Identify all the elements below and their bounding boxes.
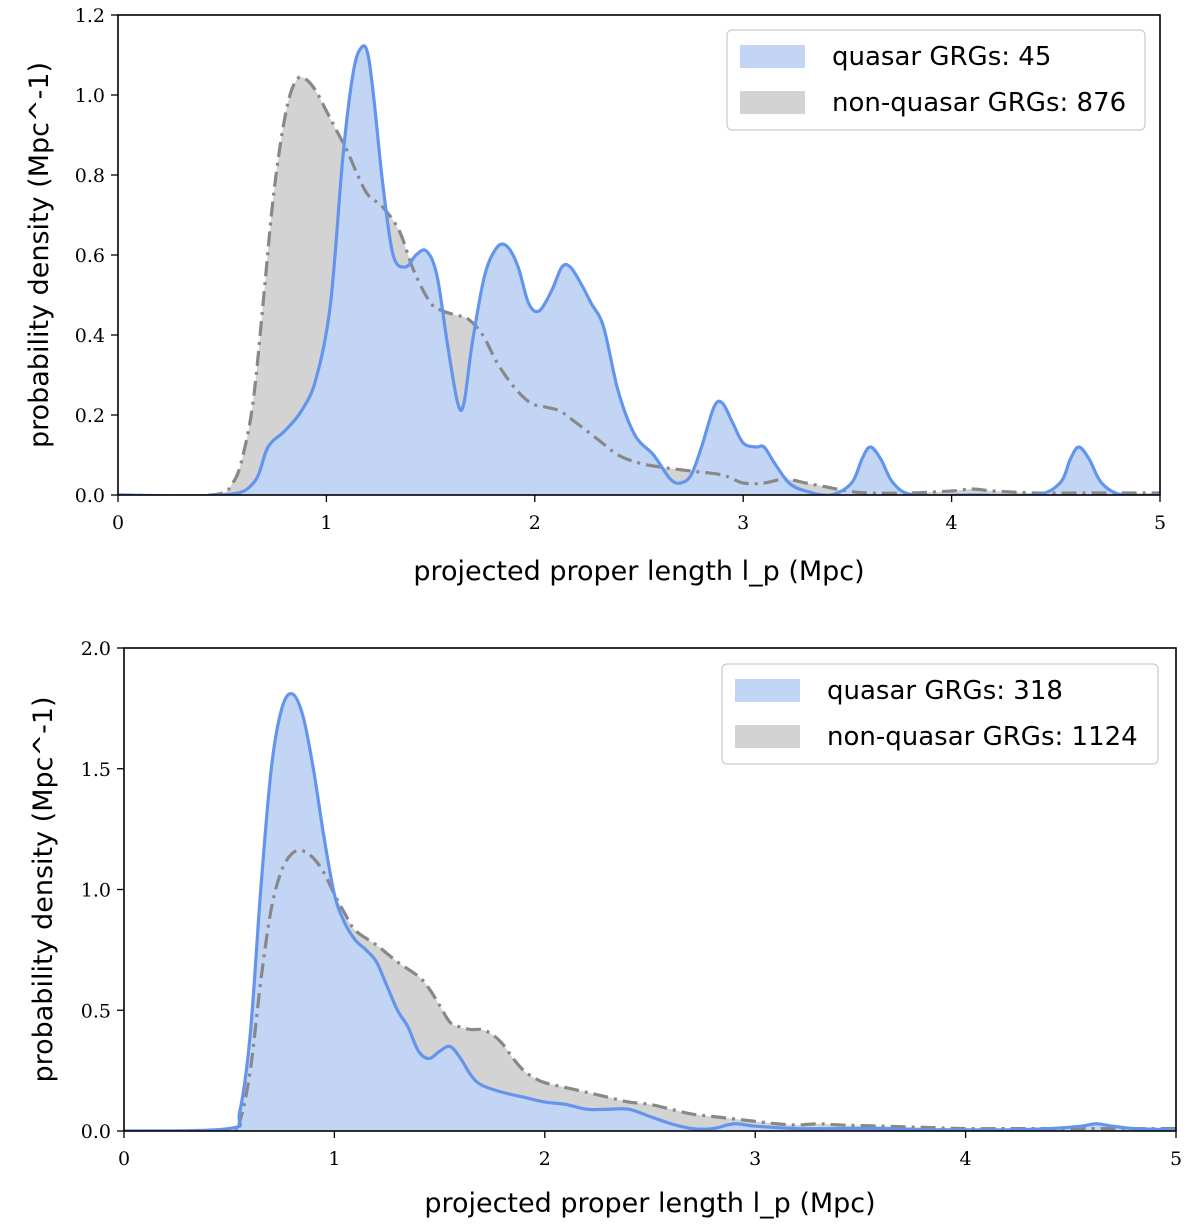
legend: quasar GRGs: 45 non-quasar GRGs: 876 — [726, 29, 1146, 131]
legend-label-1: non-quasar GRGs: 876 — [832, 88, 1126, 118]
x-tick-label: 0 — [118, 1148, 130, 1170]
x-tick-label: 2 — [529, 512, 541, 534]
y-tick-label: 0.5 — [81, 1000, 111, 1022]
legend-label-0: quasar GRGs: 318 — [827, 676, 1063, 706]
x-tick-label: 4 — [946, 512, 958, 534]
plot-area — [124, 692, 1176, 1131]
series-line-0 — [118, 44, 1160, 495]
x-axis-label: projected proper length l_p (Mpc) — [424, 1188, 875, 1219]
series-area-1 — [118, 77, 1160, 495]
y-tick-label: 0.2 — [75, 405, 105, 427]
y-tick-label: 0.0 — [75, 485, 105, 507]
y-tick-label: 0.0 — [81, 1121, 111, 1143]
x-tick-label: 5 — [1154, 512, 1166, 534]
x-tick-label: 0 — [112, 512, 124, 534]
x-axis-label: projected proper length l_p (Mpc) — [413, 556, 864, 587]
y-tick-label: 2.0 — [81, 638, 111, 660]
legend-swatch-1 — [740, 91, 805, 114]
y-axis-label: probability density (Mpc^-1) — [28, 696, 59, 1082]
x-tick-label: 3 — [749, 1148, 761, 1170]
x-tick-label: 4 — [960, 1148, 972, 1170]
y-tick-label: 0.4 — [75, 325, 105, 347]
plot-area — [118, 44, 1160, 495]
x-tick-label: 1 — [320, 512, 332, 534]
x-tick-label: 5 — [1170, 1148, 1182, 1170]
legend-swatch-1 — [735, 725, 800, 748]
y-tick-label: 1.0 — [81, 880, 111, 902]
legend-swatch-0 — [740, 45, 805, 68]
legend-box — [721, 663, 1159, 765]
top-panel: 0 1 2 3 4 5 0.0 0.2 0.4 0.6 0.8 1.0 1.2 projected pro… — [24, 5, 1166, 587]
series-line-0 — [124, 692, 1176, 1131]
x-tick-label: 3 — [737, 512, 749, 534]
bottom-panel: 0 1 2 3 4 5 0.0 0.5 1.0 1.5 2.0 projected proper le… — [28, 638, 1182, 1219]
series-area-0 — [124, 693, 1176, 1131]
legend-swatch-0 — [735, 679, 800, 702]
legend-box — [726, 29, 1146, 131]
legend-label-0: quasar GRGs: 45 — [832, 42, 1051, 72]
x-tick-label: 1 — [328, 1148, 340, 1170]
y-tick-label: 1.0 — [75, 85, 105, 107]
legend: quasar GRGs: 318 non-quasar GRGs: 1124 — [721, 663, 1159, 765]
legend-label-1: non-quasar GRGs: 1124 — [827, 722, 1138, 752]
y-tick-label: 0.6 — [75, 245, 105, 267]
y-tick-label: 1.2 — [75, 5, 105, 27]
y-tick-label: 0.8 — [75, 165, 105, 187]
y-axis-label: probability density (Mpc^-1) — [24, 62, 55, 448]
x-tick-label: 2 — [539, 1148, 551, 1170]
y-tick-label: 1.5 — [81, 759, 111, 781]
